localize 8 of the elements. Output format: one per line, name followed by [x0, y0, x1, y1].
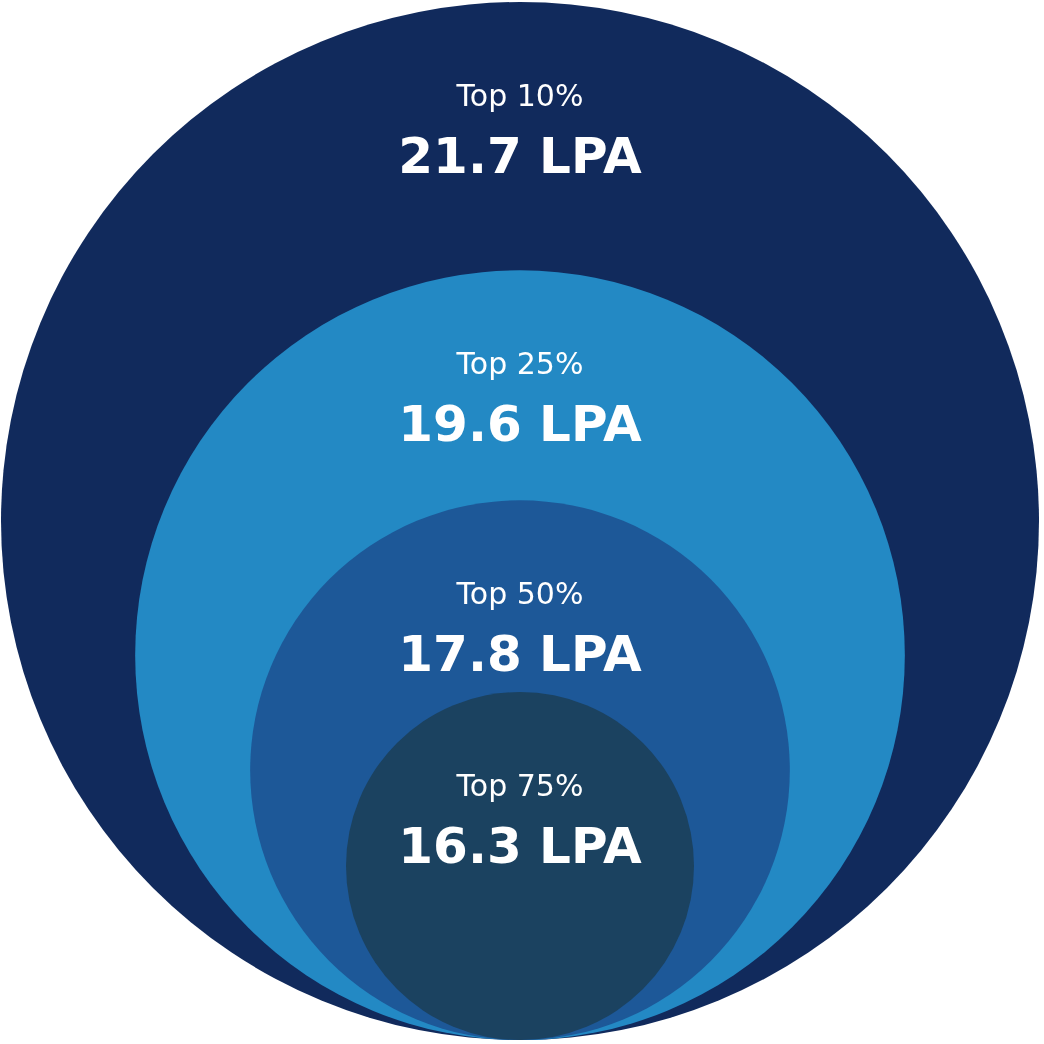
data-label: 17.8 LPA — [398, 625, 642, 684]
category-label: Top 50% — [455, 576, 584, 612]
category-label: Top 10% — [455, 77, 584, 113]
data-label: 21.7 LPA — [398, 126, 642, 185]
category-label: Top 25% — [455, 346, 584, 382]
data-label: 19.6 LPA — [398, 395, 642, 454]
data-label: 16.3 LPA — [398, 816, 642, 875]
category-label: Top 75% — [455, 767, 584, 803]
